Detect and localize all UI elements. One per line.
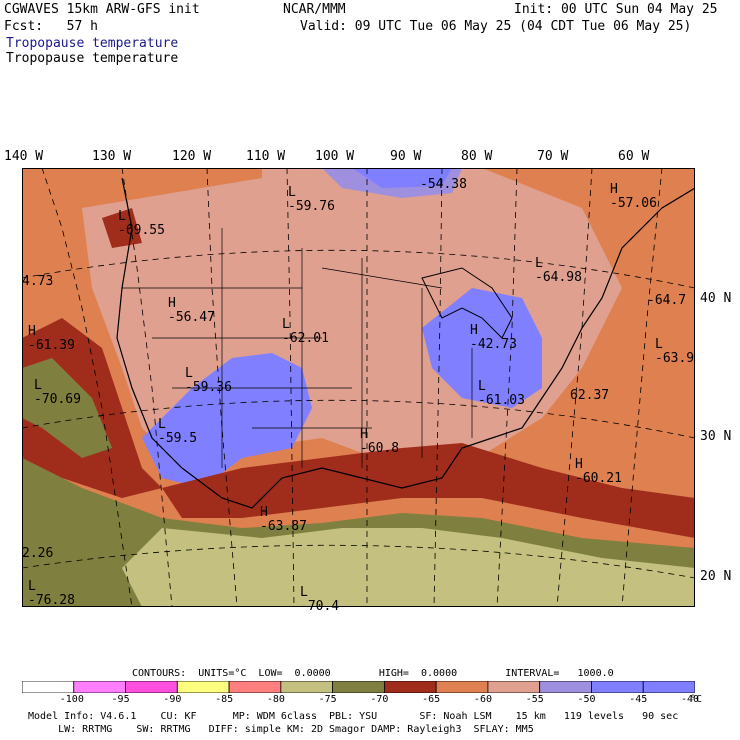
colorbar-swatch — [280, 681, 334, 693]
lon-label: 60 W — [618, 149, 650, 164]
colorbar-swatch — [642, 681, 695, 693]
extremum-label: L -59.36 — [185, 366, 232, 395]
lon-label: 110 W — [246, 149, 286, 164]
extremum-label: 62.37 — [570, 388, 610, 403]
band-olive-west — [22, 358, 112, 458]
extremum-label: 4.73 — [22, 274, 54, 289]
colorbar-swatch — [487, 681, 541, 693]
colorbar-unit: °C — [690, 694, 703, 705]
init-time: Init: 00 UTC Sun 04 May 25 — [514, 2, 718, 17]
band-blue-north — [352, 168, 452, 188]
org-label: NCAR/MMM — [283, 2, 346, 17]
extremum-label: L -59.76 — [288, 185, 335, 214]
colorbar-tick-label: -65 — [422, 694, 441, 705]
colorbar-tick-label: -95 — [111, 694, 130, 705]
colorbar-swatch — [383, 681, 437, 693]
extremum-label: L -70.4 — [300, 585, 340, 614]
lon-label: 140 W — [4, 149, 44, 164]
colorbar-tick-label: -90 — [163, 694, 182, 705]
extremum-label: H -63.87 — [260, 505, 307, 534]
lon-label: 90 W — [390, 149, 422, 164]
band-darkred-northwest — [102, 208, 142, 248]
map-frame — [22, 168, 695, 607]
lon-label: 130 W — [92, 149, 132, 164]
field-title-primary: Tropopause temperature — [6, 36, 179, 51]
colorbar-tick-label: -40 — [681, 694, 700, 705]
colorbar-tick-label: -70 — [370, 694, 389, 705]
band-blue-sw — [142, 353, 312, 488]
extremum-label: L -64.98 — [535, 256, 582, 285]
colorbar-swatch — [125, 681, 178, 693]
extremum-label: L -63.9 — [655, 337, 695, 366]
lon-label: 100 W — [315, 149, 355, 164]
lon-label: 80 W — [461, 149, 493, 164]
colorbar — [22, 681, 695, 693]
lat-label: 20 N — [700, 569, 732, 584]
colorbar-swatch — [228, 681, 282, 693]
lon-label: 70 W — [537, 149, 569, 164]
colorbar-tick-label: -60 — [473, 694, 492, 705]
colorbar-tick-label: -45 — [629, 694, 648, 705]
extremum-label: -64.7 — [647, 293, 687, 308]
lat-label: 30 N — [700, 429, 732, 444]
colorbar-tick-label: -75 — [318, 694, 337, 705]
colorbar-swatch — [176, 681, 230, 693]
extremum-label: H -60.21 — [575, 457, 622, 486]
colorbar-tick-label: -80 — [266, 694, 285, 705]
extremum-label: H -56.47 — [168, 296, 215, 325]
colorbar-swatch — [73, 681, 126, 693]
colorbar-tick-label: -85 — [215, 694, 234, 705]
extremum-label: -54.38 — [420, 177, 467, 192]
forecast-hour: Fcst: 57 h — [4, 19, 98, 34]
model-info-line2: LW: RRTMG SW: RRTMG DIFF: simple KM: 2D … — [28, 724, 534, 735]
tropopause-temperature-map — [22, 168, 695, 607]
colorbar-swatch — [591, 681, 644, 693]
extremum-label: H -61.39 — [28, 324, 75, 353]
extremum-label: L -69.55 — [118, 209, 165, 238]
band-darkred-south — [162, 443, 695, 538]
colorbar-swatch — [539, 681, 592, 693]
lat-label: 40 N — [700, 291, 732, 306]
band-khaki — [122, 528, 695, 607]
colorbar-swatch — [435, 681, 489, 693]
valid-time: Valid: 09 UTC Tue 06 May 25 (04 CDT Tue … — [300, 19, 692, 34]
extremum-label: 2.26 — [22, 546, 54, 561]
colorbar-swatch — [332, 681, 385, 693]
colorbar-tick-label: -100 — [59, 694, 84, 705]
extremum-label: L -59.5 — [158, 417, 198, 446]
state-borders — [122, 228, 473, 468]
extremum-label: H -57.06 — [610, 182, 657, 211]
extremum-label: L -61.03 — [478, 379, 525, 408]
extremum-label: H -42.73 — [470, 323, 517, 352]
great-lakes — [421, 267, 513, 339]
model-info-line1: Model Info: V4.6.1 CU: KF MP: WDM 6class… — [28, 711, 679, 722]
extremum-label: L -70.69 — [34, 378, 81, 407]
field-title-secondary: Tropopause temperature — [6, 51, 179, 66]
model-title: CGWAVES 15km ARW-GFS init — [4, 2, 200, 17]
graticule — [22, 168, 695, 607]
lon-label: 120 W — [172, 149, 212, 164]
extremum-label: L -62.01 — [282, 317, 329, 346]
colorbar-tick-label: -50 — [577, 694, 596, 705]
extremum-label: L -76.28 — [28, 579, 75, 608]
coastline — [116, 177, 695, 509]
contour-info: CONTOURS: UNITS=°C LOW= 0.0000 HIGH= 0.0… — [132, 668, 614, 679]
colorbar-tick-label: -55 — [525, 694, 544, 705]
colorbar-swatch — [22, 681, 75, 693]
extremum-label: H -60.8 — [360, 427, 400, 456]
